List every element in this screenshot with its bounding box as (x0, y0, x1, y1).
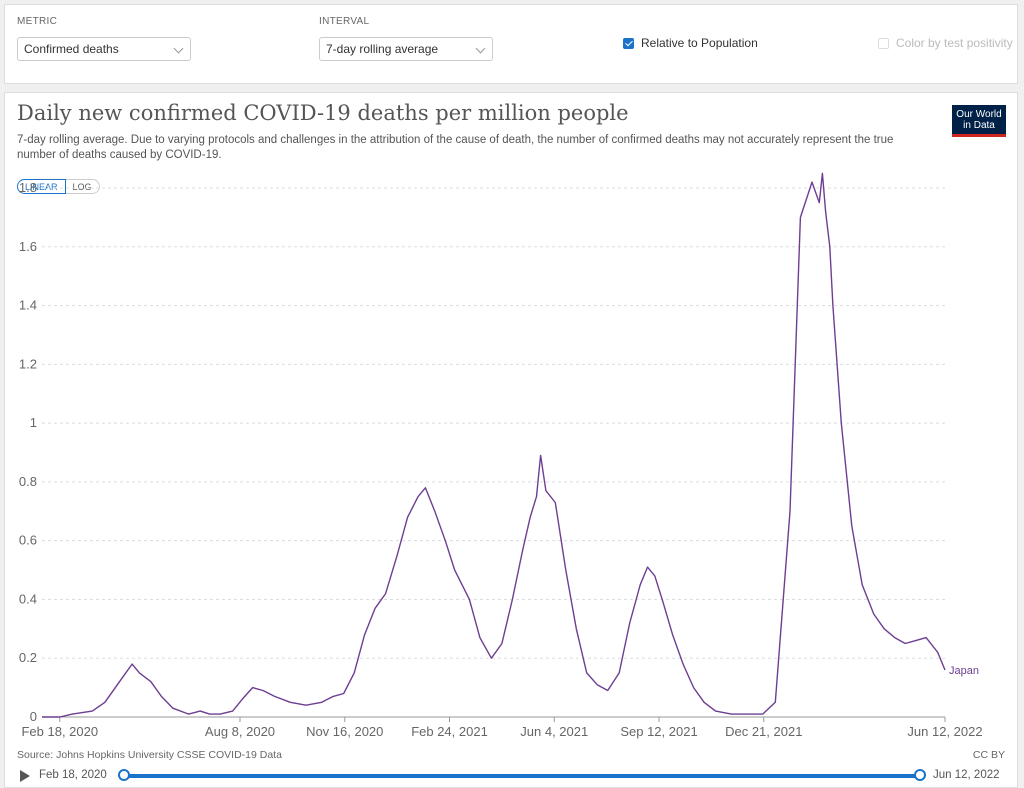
timeline-track[interactable] (124, 774, 920, 778)
chart-subtitle: 7-day rolling average. Due to varying pr… (17, 134, 894, 161)
relative-to-population-label: Relative to Population (641, 36, 758, 50)
y-tick-label: 1.4 (19, 298, 37, 313)
owid-logo[interactable]: Our World in Data (952, 105, 1006, 137)
chevron-down-icon (475, 43, 486, 54)
logo-line-2: in Data (963, 120, 995, 131)
source-note[interactable]: Source: Johns Hopkins University CSSE CO… (17, 749, 282, 761)
interval-label: INTERVAL (319, 16, 370, 27)
relative-to-population-toggle[interactable]: Relative to Population (623, 36, 758, 50)
timeline-slider: Feb 18, 2020 Jun 12, 2022 (0, 766, 1024, 786)
relative-to-population-checkbox[interactable] (623, 37, 634, 49)
license-link[interactable]: CC BY (972, 749, 1005, 761)
timeline-start-handle[interactable] (118, 769, 130, 781)
series-line-japan (42, 172, 946, 718)
color-by-positivity-toggle[interactable]: Color by test positivity (878, 36, 1013, 50)
x-tick-label: Nov 16, 2020 (306, 724, 383, 739)
interval-select[interactable]: 7-day rolling average (319, 37, 493, 61)
log-scale-button[interactable]: LOG (65, 179, 100, 194)
color-by-positivity-label: Color by test positivity (896, 36, 1013, 50)
line-chart[interactable]: 0 0.2 0.4 0.6 0.8 1 1.2 1.4 1.6 1.8 Feb 18, 2020 Au… (5, 93, 1017, 743)
color-by-positivity-checkbox[interactable] (878, 37, 889, 49)
y-tick-label: 1.8 (19, 180, 37, 195)
y-tick-label: 0.4 (19, 591, 37, 606)
logo-line-1: Our World (956, 109, 1002, 120)
series-label: Japan (949, 665, 979, 677)
chart-controls: METRIC Confirmed deaths INTERVAL 7-day r… (4, 4, 1018, 84)
timeline-end-handle[interactable] (914, 769, 926, 781)
x-tick-label: Jun 4, 2021 (520, 724, 588, 739)
interval-select-value: 7-day rolling average (326, 42, 439, 56)
metric-select-value: Confirmed deaths (24, 42, 119, 56)
x-tick-label: Sep 12, 2021 (620, 724, 697, 739)
metric-select[interactable]: Confirmed deaths (17, 37, 191, 61)
timeline-start-label: Feb 18, 2020 (39, 769, 107, 781)
x-tick-label: Feb 24, 2021 (411, 724, 488, 739)
y-tick-label: 1.6 (19, 239, 37, 254)
y-tick-label: 0 (30, 709, 37, 724)
x-tick-label: Jun 12, 2022 (907, 724, 982, 739)
x-tick-label: Aug 8, 2020 (205, 724, 275, 739)
chart-panel: Daily new confirmed COVID-19 deaths per … (4, 92, 1018, 788)
chart-title: Daily new confirmed COVID-19 deaths per … (17, 101, 629, 125)
y-tick-label: 1 (30, 415, 37, 430)
play-icon[interactable] (20, 770, 30, 782)
y-tick-label: 1.2 (19, 356, 37, 371)
y-tick-label: 0.8 (19, 474, 37, 489)
x-tick-label: Dec 21, 2021 (725, 724, 802, 739)
metric-label: METRIC (17, 16, 58, 27)
linear-scale-button[interactable]: LINEAR (17, 179, 66, 194)
chevron-down-icon (173, 43, 184, 54)
y-tick-label: 0.2 (19, 650, 37, 665)
timeline-end-label: Jun 12, 2022 (933, 769, 1000, 781)
scale-toggle: LINEAR LOG (17, 179, 100, 194)
x-tick-label: Feb 18, 2020 (21, 724, 98, 739)
y-tick-label: 0.6 (19, 533, 37, 548)
